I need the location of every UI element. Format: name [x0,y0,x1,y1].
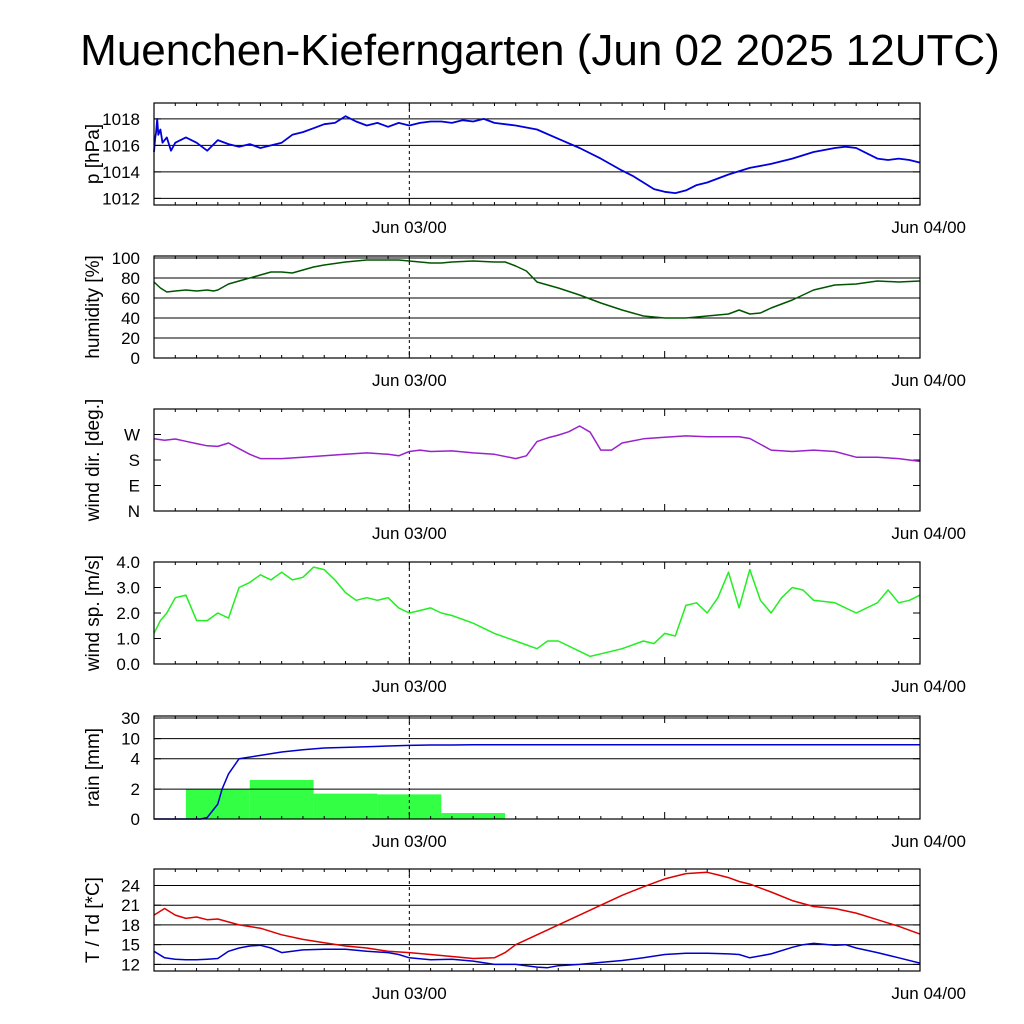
humidity-y-tick-label: 40 [121,309,140,328]
humidity-y-axis-label: humidity [%] [83,255,104,358]
rain-x-tick-label: Jun 04/00 [891,832,966,851]
wind-speed-y-tick-label: 3.0 [116,579,140,598]
pressure-y-tick-label: 1012 [102,189,140,208]
wind-speed-y-tick-label: 1.0 [116,630,140,649]
humidity-y-tick-label: 80 [121,269,140,288]
humidity-y-tick-label: 60 [121,289,140,308]
wind-speed-y-tick-label: 2.0 [116,604,140,623]
wind-speed-y-axis-label: wind sp. [m/s] [83,555,104,672]
humidity-frame [153,255,921,359]
page-title: Muenchen-Kieferngarten (Jun 02 2025 12UT… [80,26,1000,75]
wind-speed-chart: 0.0 1.0 2.0 3.0 4.0 Jun 03/00 Jun 04/00 wind sp… [83,553,966,696]
humidity-y-tick-label: 100 [112,249,140,268]
rain-y-tick-label: 0 [131,810,140,829]
temperature-frame [153,868,921,972]
temperature-x-tick-label: Jun 03/00 [372,984,447,1003]
wind-direction-y-tick-label: N [128,502,140,521]
rain-y-tick-label: 4 [131,750,140,769]
temperature-series-line [153,942,921,969]
wind-direction-y-tick-label: E [129,477,140,496]
wind-direction-x-tick-label: Jun 03/00 [372,524,447,543]
temperature-y-tick-label: 24 [121,876,140,895]
temperature-series-line [153,871,921,960]
wind-speed-frame [153,561,921,665]
rain-y-axis-label: rain [mm] [83,728,104,807]
temperature-y-tick-label: 18 [121,916,140,935]
rain-y-tick-label: 2 [131,780,140,799]
wind-speed-series-line [153,566,921,658]
wind-direction-y-tick-label: S [129,451,140,470]
rain-bar [249,780,314,819]
wind-direction-series-line [153,425,921,463]
rain-y-tick-label: 10 [121,730,140,749]
pressure-x-tick-label: Jun 03/00 [372,218,447,237]
pressure-chart: 1012 1014 1016 1018 Jun 03/00 Jun 04/00 p [hPa… [83,102,966,237]
humidity-x-tick-label: Jun 04/00 [891,371,966,390]
temperature-y-tick-label: 21 [121,896,140,915]
humidity-y-tick-label: 0 [131,349,140,368]
humidity-series-line [153,259,921,319]
rain-bar [313,793,378,819]
pressure-series-line [153,115,921,194]
pressure-frame [153,102,921,206]
pressure-y-tick-label: 1018 [102,110,140,129]
wind-direction-frame [153,408,921,512]
wind-direction-y-tick-label: W [124,426,140,445]
humidity-x-tick-label: Jun 03/00 [372,371,447,390]
pressure-y-tick-label: 1014 [102,163,140,182]
humidity-y-tick-label: 20 [121,329,140,348]
wind-speed-x-tick-label: Jun 04/00 [891,677,966,696]
wind-direction-y-axis-label: wind dir. [deg.] [83,399,104,523]
temperature-y-tick-label: 12 [121,955,140,974]
pressure-y-axis-label: p [hPa] [83,124,104,184]
pressure-y-tick-label: 1016 [102,136,140,155]
wind-speed-y-tick-label: 0.0 [116,655,140,674]
rain-x-tick-label: Jun 03/00 [372,832,447,851]
pressure-x-tick-label: Jun 04/00 [891,218,966,237]
wind-speed-y-tick-label: 4.0 [116,553,140,572]
wind-direction-x-tick-label: Jun 04/00 [891,524,966,543]
temperature-x-tick-label: Jun 04/00 [891,984,966,1003]
temperature-y-axis-label: T / Td [*C] [83,877,104,963]
rain-series-line [154,743,920,820]
rain-y-tick-label: 30 [121,709,140,728]
temperature-y-tick-label: 15 [121,936,140,955]
wind-speed-x-tick-label: Jun 03/00 [372,677,447,696]
rain-chart: 0 2 410 30 Jun 03/00 Jun 04/00 rain [mm] [83,709,966,851]
rain-frame [153,715,921,820]
